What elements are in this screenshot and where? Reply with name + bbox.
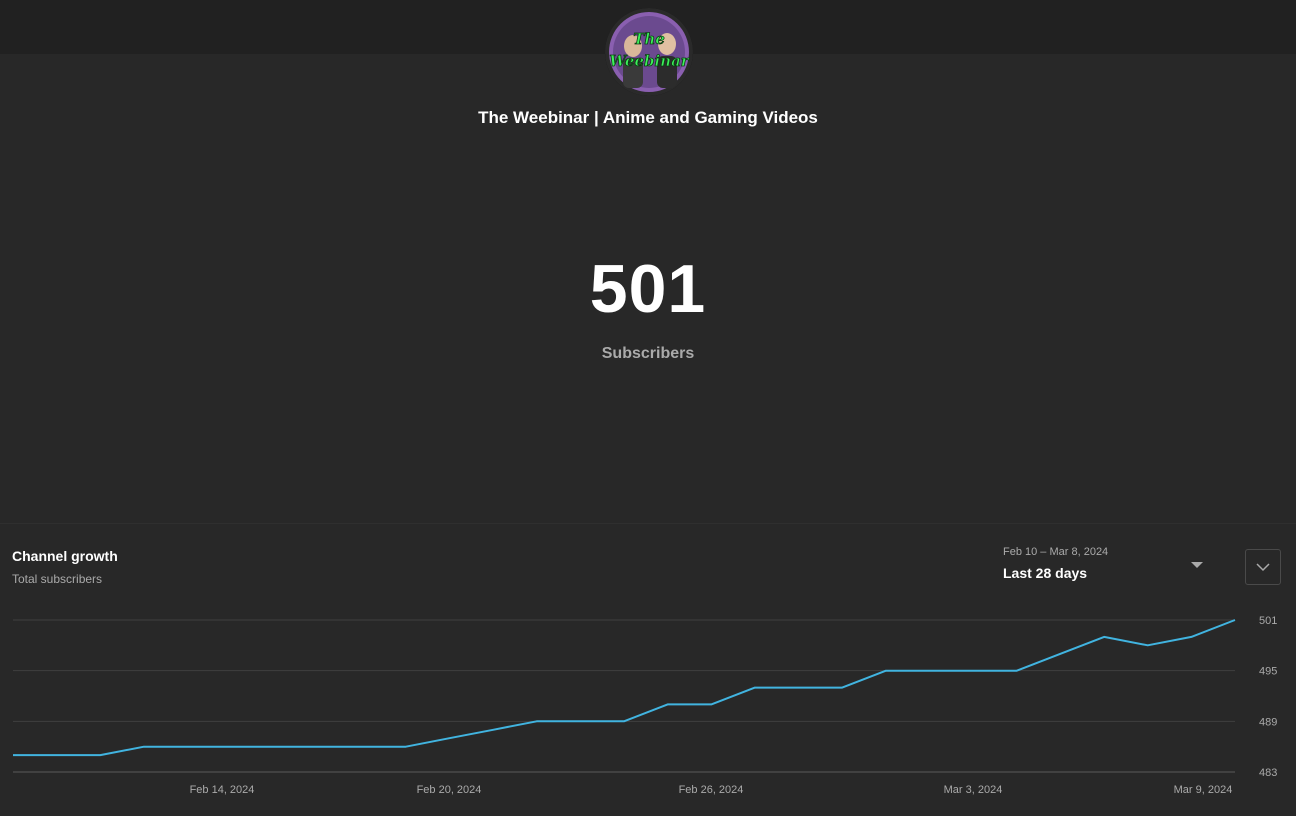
y-tick-label: 489 — [1259, 716, 1277, 728]
subscriber-count: 501 — [589, 251, 707, 327]
x-tick-label: Feb 20, 2024 — [417, 784, 482, 796]
chart-series — [13, 619, 1236, 757]
chart-y-ticks: 501 495 489 483 — [1259, 615, 1277, 779]
chart-gridlines — [13, 619, 1235, 773]
date-range-dates: Feb 10 – Mar 8, 2024 — [1003, 546, 1109, 558]
y-tick-label: 483 — [1259, 767, 1277, 779]
series-line — [13, 619, 1236, 757]
svg-text:The: The — [633, 30, 665, 48]
growth-subtitle: Total subscribers — [12, 572, 103, 586]
avatar-image: The Weebinar — [605, 8, 693, 96]
growth-title: Channel growth — [12, 548, 118, 564]
channel-growth-card: Channel growth Total subscribers Feb 10 … — [0, 523, 1296, 816]
date-range-label: Last 28 days — [1003, 565, 1088, 581]
x-tick-label: Mar 9, 2024 — [1174, 784, 1233, 796]
y-tick-label: 501 — [1259, 615, 1277, 627]
caret-down-icon — [1191, 562, 1203, 568]
x-tick-label: Mar 3, 2024 — [944, 784, 1003, 796]
chart-x-ticks: Feb 14, 2024 Feb 20, 2024 Feb 26, 2024 Mar … — [190, 784, 1233, 796]
date-range-picker[interactable]: Feb 10 – Mar 8, 2024 Last 28 days — [1003, 546, 1203, 586]
channel-avatar[interactable]: The Weebinar — [605, 8, 693, 96]
expand-button[interactable] — [1245, 549, 1281, 585]
chevron-down-icon — [1256, 563, 1270, 572]
svg-text:Weebinar: Weebinar — [609, 52, 690, 70]
y-tick-label: 495 — [1259, 666, 1277, 678]
x-tick-label: Feb 14, 2024 — [190, 784, 255, 796]
subscriber-label: Subscribers — [601, 345, 695, 362]
channel-overview — [0, 54, 1296, 523]
channel-name[interactable]: The Weebinar | Anime and Gaming Videos — [478, 108, 818, 127]
x-tick-label: Feb 26, 2024 — [679, 784, 744, 796]
